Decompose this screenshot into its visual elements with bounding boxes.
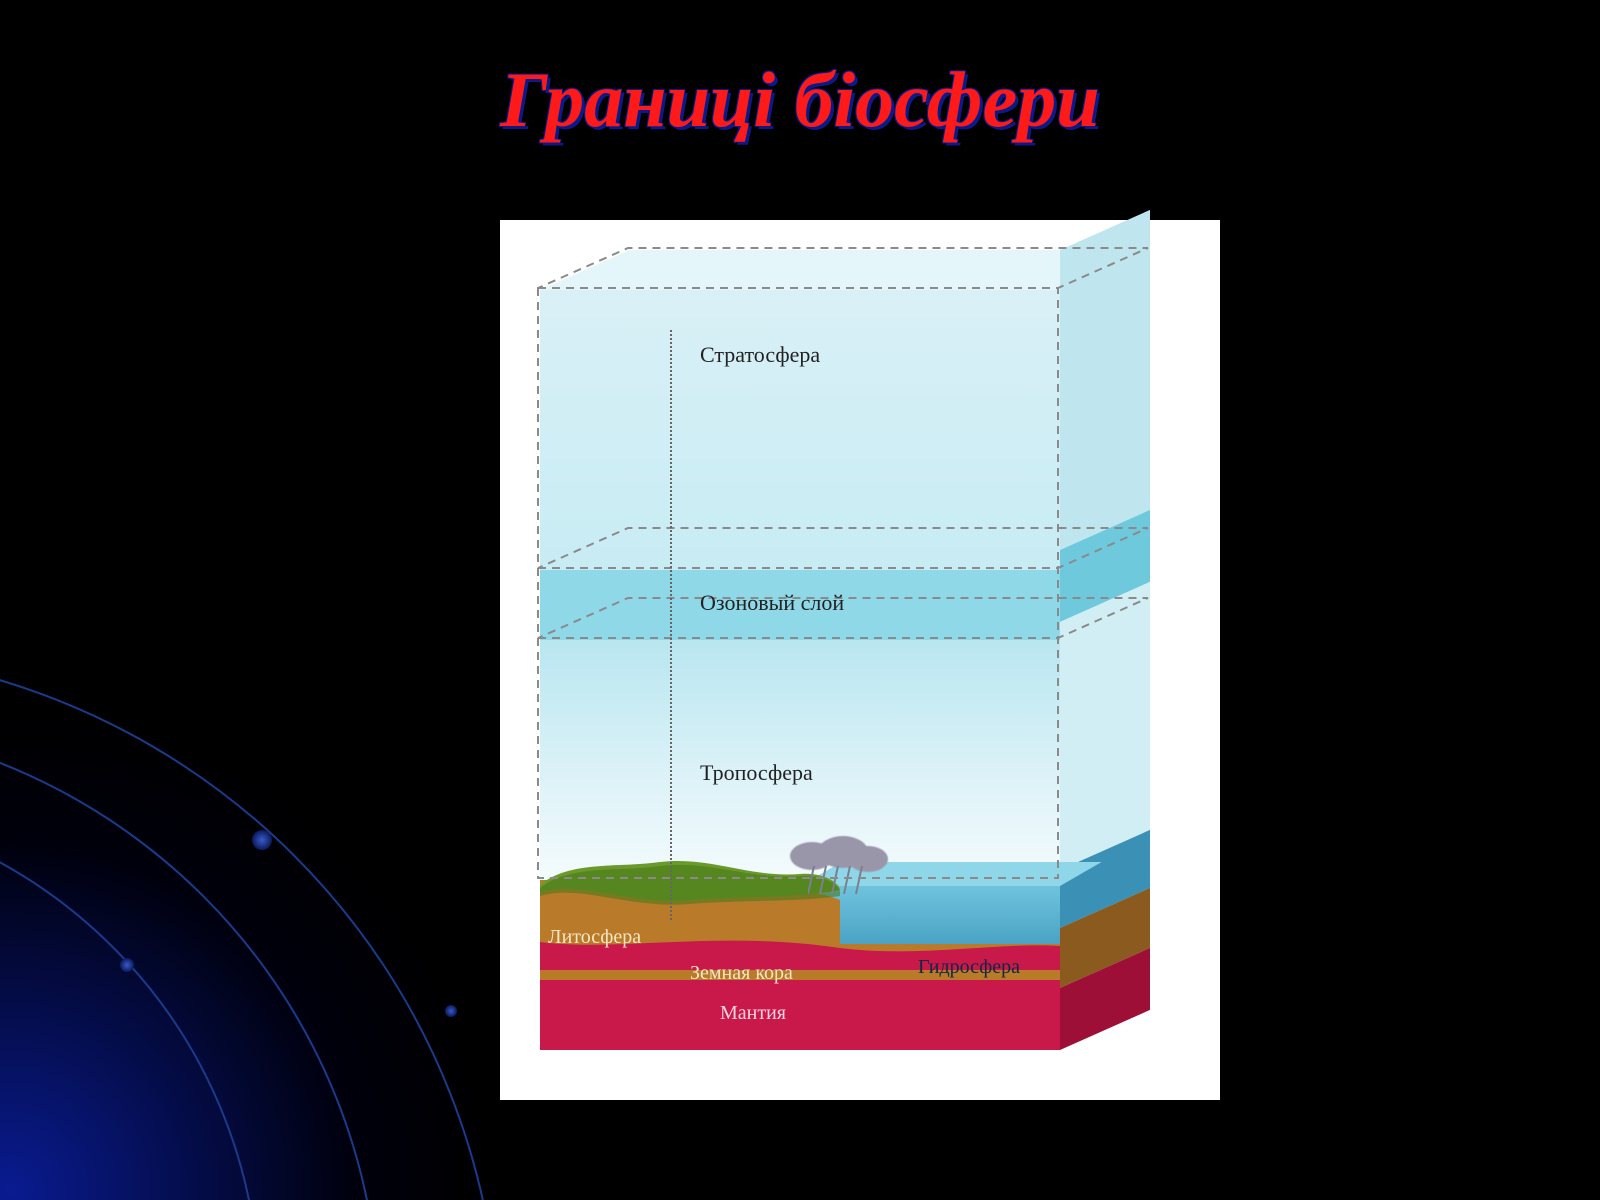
label-troposphere: Тропосфера — [700, 760, 813, 786]
layer-mantle — [540, 980, 1060, 1050]
decorative-dot — [252, 830, 272, 850]
cube-front-face: Стратосфера Озоновый слой Тропосфера Лит… — [540, 290, 1060, 1050]
biosphere-diagram: Стратосфера Озоновый слой Тропосфера Лит… — [500, 220, 1220, 1100]
label-mantle: Мантия — [720, 1002, 786, 1025]
dashed-front-outline — [538, 288, 1062, 884]
cube-side-face — [1060, 250, 1150, 1050]
diagram-cube: Стратосфера Озоновый слой Тропосфера Лит… — [540, 250, 1180, 1070]
label-hydrosphere: Гидросфера — [918, 956, 1020, 979]
decorative-dot — [445, 1005, 457, 1017]
slide-title: Границі біосфери — [0, 55, 1600, 145]
label-lithosphere: Литосфера — [548, 926, 641, 949]
label-crust: Земная кора — [690, 962, 793, 985]
label-stratosphere: Стратосфера — [700, 342, 820, 368]
label-ozone: Озоновый слой — [700, 590, 844, 616]
decorative-dot — [120, 958, 134, 972]
vertical-reference-line — [670, 330, 672, 920]
